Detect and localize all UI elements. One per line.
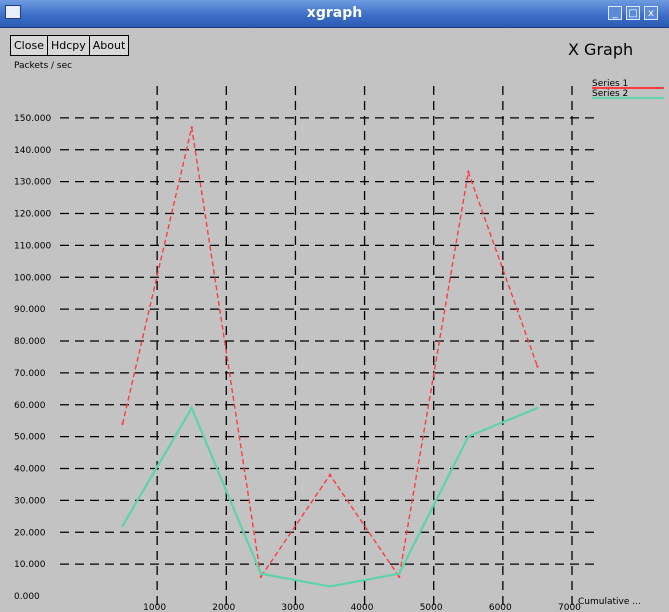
x-tick-label: 2000	[212, 603, 235, 612]
y-tick-label: 120.000	[14, 210, 51, 220]
y-tick-label: 130.000	[14, 178, 51, 188]
data-point	[467, 435, 470, 438]
graph-title: X Graph	[568, 40, 634, 59]
x-tick-label: 5000	[420, 603, 443, 612]
window-title: xgraph	[306, 5, 363, 21]
data-point	[190, 406, 193, 410]
data-point	[536, 365, 539, 368]
title-bar[interactable]: xgraph _ □ x	[0, 0, 669, 28]
about-button[interactable]: About	[88, 35, 130, 56]
x-tick-label: 4000	[351, 603, 374, 612]
data-point	[536, 406, 539, 410]
y-tick-label: 50.000	[14, 433, 46, 443]
y-tick-label: 0.000	[14, 592, 40, 602]
hardcopy-button[interactable]: Hdcpy	[46, 35, 90, 56]
legend-label: Series 2	[592, 89, 628, 99]
x-tick-label: 1000	[143, 603, 166, 612]
y-tick-label: 70.000	[14, 369, 46, 379]
data-point	[121, 524, 124, 528]
y-tick-label: 110.000	[14, 241, 51, 251]
y-tick-label: 90.000	[14, 305, 46, 315]
y-tick-label: 140.000	[14, 146, 51, 156]
y-tick-label: 60.000	[14, 401, 46, 411]
data-point	[259, 572, 263, 575]
x-axis-label: Cumulative ...	[578, 597, 641, 607]
y-tick-label: 80.000	[14, 337, 46, 347]
y-axis-label: Packets / sec	[14, 61, 72, 71]
x-tick-label: 6000	[489, 603, 512, 612]
window-menu-icon[interactable]	[5, 5, 21, 19]
series-line	[121, 405, 538, 588]
maximize-icon[interactable]: □	[626, 6, 640, 20]
data-point	[259, 575, 263, 579]
x-tick-label: 3000	[281, 603, 304, 612]
data-point	[397, 575, 401, 579]
y-tick-label: 100.000	[14, 273, 51, 283]
y-tick-label: 10.000	[14, 560, 46, 570]
menu-bar: Close Hdcpy About	[10, 34, 130, 56]
y-tick-label: 40.000	[14, 465, 46, 475]
data-point	[397, 572, 401, 575]
data-point	[328, 585, 332, 588]
legend-label: Series 1	[592, 79, 628, 89]
y-tick-label: 30.000	[14, 496, 46, 506]
minimize-icon[interactable]: _	[608, 6, 622, 20]
y-tick-label: 150.000	[14, 114, 51, 124]
y-tick-label: 20.000	[14, 528, 46, 538]
series-line	[121, 127, 539, 579]
data-point	[467, 170, 470, 174]
close-window-icon[interactable]: x	[644, 6, 658, 20]
data-point	[328, 473, 332, 477]
x-tick-label: 7000	[558, 603, 581, 612]
data-point	[190, 126, 193, 129]
data-point	[121, 422, 124, 426]
